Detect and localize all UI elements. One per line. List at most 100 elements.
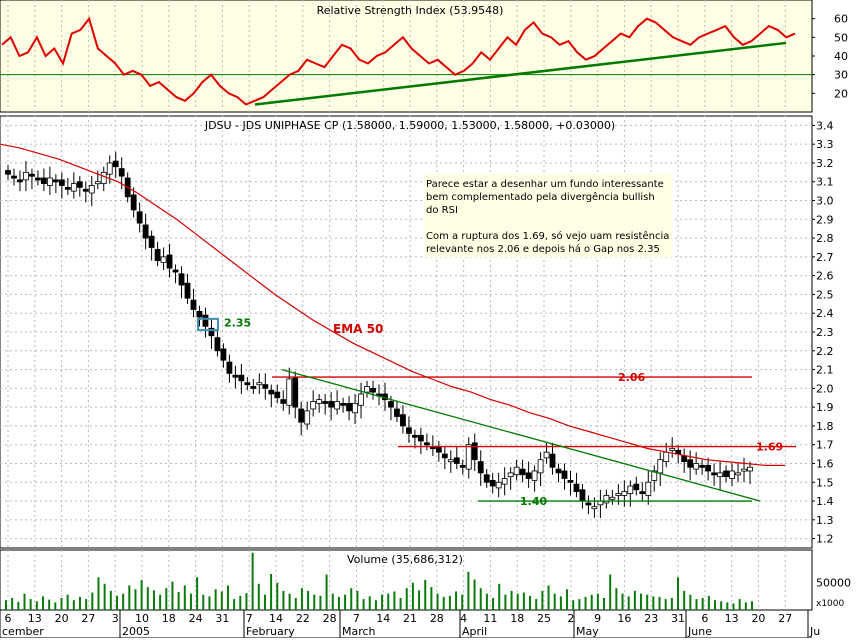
rsi-trendline bbox=[254, 41, 787, 106]
candle-body bbox=[214, 337, 221, 352]
candle-body bbox=[172, 269, 179, 273]
month-label: June bbox=[687, 625, 712, 638]
date-tick-label: 16 bbox=[617, 612, 631, 625]
candle-body bbox=[645, 481, 652, 496]
candle-body bbox=[729, 470, 735, 479]
date-tick-label: 18 bbox=[510, 612, 524, 625]
candle-body bbox=[64, 186, 71, 190]
month-label: April bbox=[462, 625, 487, 638]
candle-body bbox=[447, 459, 454, 463]
price-tick-label: 3.2 bbox=[816, 157, 834, 170]
date-tick-label: 7 bbox=[246, 612, 253, 625]
candle-body bbox=[310, 401, 317, 410]
candle-body bbox=[471, 442, 478, 461]
candle-body bbox=[364, 386, 370, 393]
candlestick-series bbox=[5, 151, 753, 518]
candle-body bbox=[17, 179, 23, 183]
candle-body bbox=[585, 502, 592, 506]
candle-body bbox=[501, 478, 508, 485]
price-trendline bbox=[281, 368, 761, 502]
candle-body bbox=[226, 361, 233, 374]
date-tick-label: 2 bbox=[567, 612, 574, 625]
candle-body bbox=[100, 171, 107, 185]
ema-label: EMA 50 bbox=[333, 322, 383, 336]
price-tick-label: 2.3 bbox=[816, 326, 834, 339]
candle-body bbox=[723, 470, 729, 478]
candle-body bbox=[388, 401, 394, 408]
candle-body bbox=[687, 459, 694, 468]
candle-body bbox=[747, 466, 753, 472]
candle-body bbox=[274, 391, 281, 399]
month-label: March bbox=[342, 625, 376, 638]
candle-body bbox=[693, 463, 700, 470]
candle-body bbox=[627, 485, 634, 494]
candle-body bbox=[513, 466, 520, 476]
date-tick-label: 31 bbox=[215, 612, 229, 625]
resistance-206-label: 2.06 bbox=[618, 371, 645, 384]
candle-body bbox=[633, 483, 640, 491]
candle-body bbox=[519, 468, 526, 476]
candle-body bbox=[256, 382, 263, 386]
price-tick-label: 1.5 bbox=[816, 476, 834, 489]
candle-body bbox=[148, 235, 155, 248]
candle-body bbox=[435, 446, 442, 453]
candle-body bbox=[543, 451, 550, 459]
note-box bbox=[424, 173, 672, 257]
candle-body bbox=[453, 457, 460, 464]
candle-body bbox=[477, 461, 484, 474]
candle-body bbox=[669, 448, 676, 451]
date-tick-label: 24 bbox=[189, 612, 203, 625]
candle-body bbox=[268, 389, 275, 395]
candle-body bbox=[394, 408, 400, 417]
candle-body bbox=[483, 474, 490, 483]
candle-body bbox=[609, 496, 616, 500]
candle-body bbox=[88, 185, 95, 194]
price-tick-label: 1.4 bbox=[816, 495, 834, 508]
price-tick-label: 1.2 bbox=[816, 533, 834, 546]
candle-body bbox=[495, 481, 502, 489]
candle-body bbox=[663, 451, 670, 463]
note-line: bem complementado pela divergência bulli… bbox=[426, 191, 655, 203]
date-tick-label: 23 bbox=[644, 612, 658, 625]
candle-body bbox=[441, 453, 448, 459]
candle-body bbox=[328, 401, 335, 408]
candle-body bbox=[699, 464, 706, 468]
gap-label: 2.35 bbox=[224, 317, 251, 330]
candle-body bbox=[621, 491, 628, 496]
date-tick-label: 6 bbox=[5, 612, 12, 625]
candle-body bbox=[507, 472, 514, 478]
candle-body bbox=[286, 378, 293, 406]
date-tick-label: 25 bbox=[537, 612, 551, 625]
date-tick-label: 22 bbox=[296, 612, 310, 625]
candle-body bbox=[142, 224, 149, 239]
candle-body bbox=[603, 495, 610, 504]
candle-body bbox=[112, 160, 119, 168]
date-tick-label: 20 bbox=[55, 612, 69, 625]
price-tick-label: 2.6 bbox=[816, 270, 834, 283]
candle-body bbox=[525, 472, 532, 479]
date-tick-label: 13 bbox=[725, 612, 739, 625]
month-label: Ju bbox=[809, 625, 820, 638]
candle-body bbox=[651, 470, 658, 481]
candle-body bbox=[178, 273, 185, 286]
candle-body bbox=[370, 387, 376, 393]
candle-body bbox=[465, 444, 472, 470]
candle-body bbox=[561, 470, 568, 479]
candle-body bbox=[70, 183, 77, 192]
price-tick-label: 3.1 bbox=[816, 176, 834, 189]
candle-body bbox=[76, 181, 83, 188]
candle-body bbox=[346, 402, 352, 412]
price-tick-label: 2.1 bbox=[816, 364, 834, 377]
rsi-series bbox=[0, 16, 812, 106]
date-tick-label: 28 bbox=[430, 612, 444, 625]
candle-body bbox=[417, 434, 424, 442]
candle-body bbox=[29, 173, 35, 177]
price-tick-label: 2.0 bbox=[816, 382, 834, 395]
date-tick-label: 14 bbox=[269, 612, 283, 625]
date-tick-label: 18 bbox=[162, 612, 176, 625]
candle-body bbox=[11, 175, 17, 179]
date-tick-label: 13 bbox=[28, 612, 42, 625]
candle-body bbox=[741, 468, 747, 472]
candle-body bbox=[23, 171, 29, 181]
